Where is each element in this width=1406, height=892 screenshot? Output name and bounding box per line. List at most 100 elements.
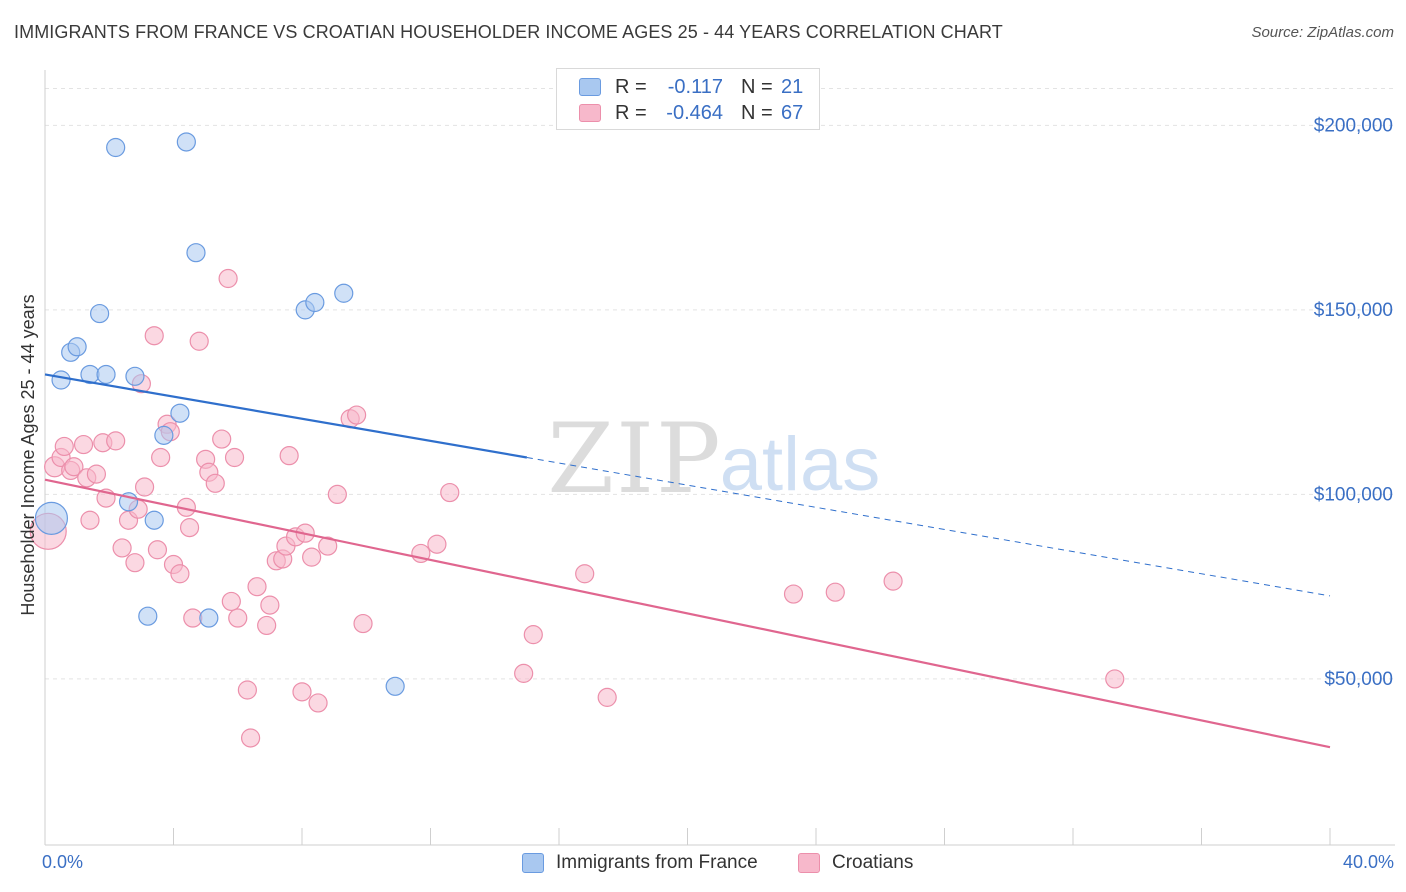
croatian-point xyxy=(112,538,132,558)
croatian-point xyxy=(279,446,299,466)
axes xyxy=(44,70,1395,846)
watermark-zip: ZIP xyxy=(547,403,722,515)
croatian-point xyxy=(228,608,248,628)
y-axis-label: Householder Income Ages 25 - 44 years xyxy=(18,294,38,615)
n-label: N = xyxy=(741,101,773,124)
croatian-point xyxy=(523,625,543,645)
croatian-point xyxy=(597,687,617,707)
croatian-point xyxy=(147,540,168,560)
grid-lines xyxy=(45,87,1395,680)
watermark-atlas: atlas xyxy=(720,422,881,507)
legend-item-croatians[interactable]: Croatians xyxy=(798,852,913,874)
croatian-point xyxy=(427,534,447,554)
france-point xyxy=(334,283,354,303)
croatian-point xyxy=(302,547,322,567)
r-label: R = xyxy=(615,75,647,98)
croatian-point xyxy=(151,447,171,468)
croatian-point xyxy=(1105,669,1125,689)
y-tick-label: $200,000 xyxy=(1314,115,1393,136)
croatian-point xyxy=(125,553,145,573)
watermark: ZIP atlas xyxy=(547,403,880,515)
n-value: 21 xyxy=(781,75,804,98)
croatian-point xyxy=(783,584,804,604)
croatian-point xyxy=(440,482,460,503)
croatian-point xyxy=(825,582,845,602)
y-tick-labels: $50,000 $100,000 $150,000 $200,000 xyxy=(1314,115,1393,690)
france-legend-label: Immigrants from France xyxy=(556,852,758,873)
france-trend-line xyxy=(44,373,528,459)
france-point xyxy=(385,676,405,696)
france-point xyxy=(125,366,145,386)
france-point xyxy=(106,137,126,158)
croatian-points xyxy=(29,268,1125,748)
croatian-point xyxy=(308,693,328,713)
france-points xyxy=(34,132,405,696)
croatian-point xyxy=(318,536,338,556)
croatian-point xyxy=(179,518,200,538)
croatian-point xyxy=(353,613,373,634)
france-point xyxy=(199,608,219,628)
chart-title: IMMIGRANTS FROM FRANCE VS CROATIAN HOUSE… xyxy=(14,22,1003,42)
x-axis-max-label: 40.0% xyxy=(1342,852,1394,872)
n-label: N = xyxy=(741,75,773,98)
france-point xyxy=(96,364,116,385)
croatian-point xyxy=(64,457,84,477)
croatian-point xyxy=(347,405,367,425)
france-point xyxy=(138,606,158,626)
france-swatch xyxy=(579,78,601,96)
stats-legend: R = -0.117 N = 21 R = -0.464 N = 67 xyxy=(556,68,820,130)
croatian-point xyxy=(327,484,347,505)
stats-row-france: R = -0.117 N = 21 xyxy=(579,75,821,99)
croatian-point xyxy=(54,436,74,457)
croatian-point xyxy=(247,577,267,597)
france-trend-extension xyxy=(526,457,1331,597)
croatian-point xyxy=(73,434,94,455)
france-point xyxy=(176,132,196,152)
france-point xyxy=(154,425,174,445)
france-point xyxy=(90,303,110,324)
croatian-point xyxy=(144,326,164,346)
y-tick-label: $50,000 xyxy=(1324,669,1393,690)
croatian-point xyxy=(189,331,209,351)
croatian-legend-swatch xyxy=(798,853,820,873)
croatian-point xyxy=(170,564,190,584)
croatian-point xyxy=(292,682,312,702)
croatian-point xyxy=(218,268,238,289)
n-value: 67 xyxy=(781,101,804,124)
france-point xyxy=(305,292,325,313)
legend-item-france[interactable]: Immigrants from France xyxy=(522,852,758,874)
croatian-point xyxy=(134,477,155,497)
croatian-point xyxy=(221,591,241,612)
series-legend: Immigrants from France Croatians xyxy=(0,852,1406,878)
croatian-legend-label: Croatians xyxy=(832,852,914,873)
france-legend-swatch xyxy=(522,853,544,873)
croatian-point xyxy=(183,608,203,628)
france-point xyxy=(186,243,206,263)
y-tick-label: $100,000 xyxy=(1314,484,1393,505)
croatian-point xyxy=(212,429,232,449)
trend-lines xyxy=(44,373,1331,749)
france-point xyxy=(170,403,190,423)
croatian-point xyxy=(883,571,903,591)
croatian-point xyxy=(575,564,595,584)
france-point xyxy=(144,510,164,530)
france-point xyxy=(67,337,87,357)
x-axis-min-label: 0.0% xyxy=(42,852,84,872)
croatian-point xyxy=(237,680,257,700)
y-tick-label: $150,000 xyxy=(1314,300,1393,321)
r-value: -0.464 xyxy=(666,101,723,124)
croatian-point xyxy=(514,663,534,683)
croatian-point xyxy=(260,595,280,615)
croatian-point xyxy=(224,447,245,468)
stats-row-croatian: R = -0.464 N = 67 xyxy=(579,101,821,125)
croatian-point xyxy=(80,510,100,530)
france-point xyxy=(34,501,69,535)
croatian-point xyxy=(257,615,277,636)
france-point xyxy=(51,370,71,390)
croatian-point xyxy=(86,464,107,484)
croatian-swatch xyxy=(579,104,601,122)
croatian-point xyxy=(106,431,126,451)
croatian-trend-line xyxy=(44,478,1331,749)
croatian-point xyxy=(241,728,261,748)
